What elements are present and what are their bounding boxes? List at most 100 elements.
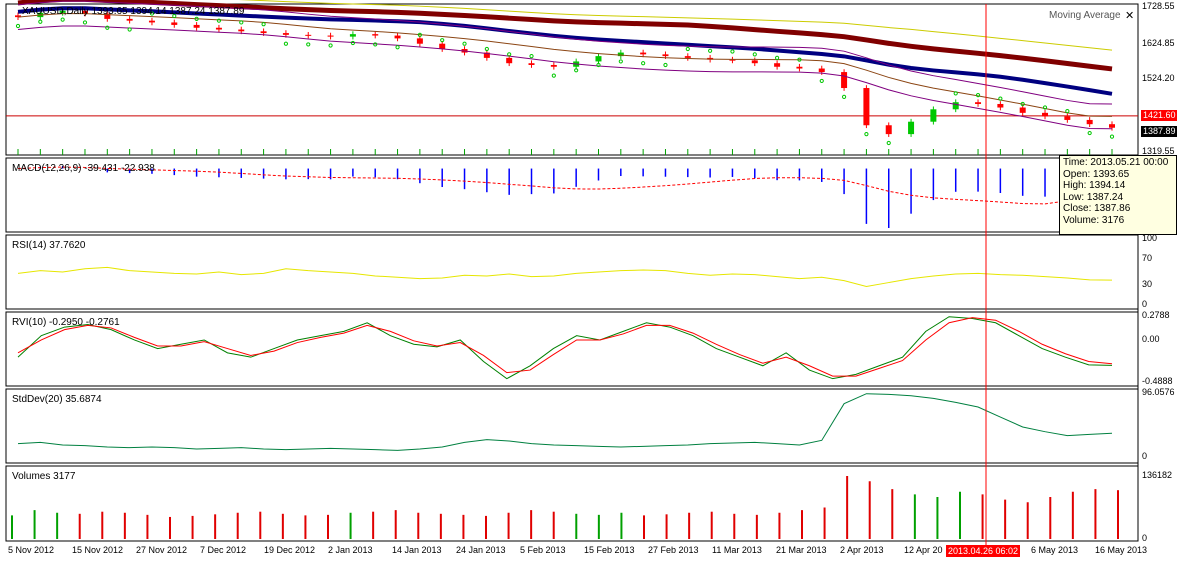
candle-body bbox=[930, 109, 937, 122]
sar-dot bbox=[283, 41, 289, 46]
date-axis-label: 24 Jan 2013 bbox=[456, 545, 506, 555]
macd-title: MACD(12,26,9) -39.431 -22.938 bbox=[12, 163, 155, 174]
stddev-axis-label: 96.0576 bbox=[1142, 387, 1175, 397]
stddev-title: StdDev(20) 35.6874 bbox=[12, 394, 102, 405]
candle-body bbox=[617, 52, 624, 57]
pane-border-0 bbox=[5, 3, 1139, 156]
sar-dot bbox=[15, 23, 21, 29]
date-axis-label: 11 Mar 2013 bbox=[712, 545, 762, 555]
indicator-label: Moving Average bbox=[1049, 10, 1121, 21]
date-axis-label: 2 Jan 2013 bbox=[328, 545, 373, 555]
price-axis-label: 1524.20 bbox=[1142, 73, 1175, 84]
candle-body bbox=[483, 52, 490, 58]
date-axis-label: 19 Dec 2012 bbox=[264, 545, 316, 555]
sar-dot bbox=[373, 42, 378, 47]
candle-body bbox=[662, 54, 669, 57]
tooltip-close: Close: 1387.86 bbox=[1063, 203, 1131, 214]
rsi-axis-label: 70 bbox=[1142, 252, 1153, 263]
candle-body bbox=[171, 22, 178, 25]
candle-body bbox=[818, 68, 825, 73]
date-axis-label: 21 Mar 2013 bbox=[776, 545, 827, 555]
candle-body bbox=[1109, 124, 1115, 128]
sar-dot bbox=[149, 11, 155, 16]
sar-dot bbox=[60, 17, 65, 22]
rsi-title: RSI(14) 37.7620 bbox=[12, 240, 86, 251]
price-axis-label: 1728.55 bbox=[1142, 1, 1175, 11]
sar-dot bbox=[350, 40, 355, 46]
candle-body bbox=[1019, 107, 1026, 113]
date-axis-label: 15 Nov 2012 bbox=[72, 545, 124, 555]
rvi-title: RVI(10) -0.2950 -0.2761 bbox=[12, 317, 120, 328]
candle-body bbox=[796, 66, 803, 69]
candle-body bbox=[305, 34, 312, 36]
candle-body bbox=[193, 24, 200, 28]
pane-border-4 bbox=[5, 388, 1139, 464]
sar-dot bbox=[127, 27, 132, 32]
sar-dot bbox=[685, 46, 690, 52]
sar-dot bbox=[1020, 101, 1025, 107]
candle-body bbox=[104, 13, 111, 19]
pane-border-1 bbox=[5, 157, 1139, 233]
tooltip-time: Time: 2013.05.21 00:00 bbox=[1063, 157, 1169, 168]
rvi-axis-label: 0.00 bbox=[1142, 333, 1160, 344]
sar-dot bbox=[618, 59, 623, 64]
candle-body bbox=[238, 29, 245, 32]
sar-dot bbox=[641, 61, 646, 66]
sar-dot bbox=[194, 16, 199, 21]
macd-signal-line bbox=[17, 166, 1113, 205]
tooltip-open: Open: 1393.65 bbox=[1063, 168, 1130, 180]
pane-border-2 bbox=[5, 234, 1139, 310]
candle-body bbox=[59, 10, 66, 13]
date-axis-label: 16 May 2013 bbox=[1095, 545, 1148, 555]
sar-dot bbox=[775, 55, 780, 60]
sar-dot bbox=[306, 42, 311, 47]
tooltip-volume: Volume: 3176 bbox=[1063, 214, 1125, 226]
date-axis-label: 27 Nov 2012 bbox=[136, 545, 188, 555]
stddev-line bbox=[17, 393, 1113, 451]
close-icon[interactable]: ✕ bbox=[1125, 10, 1135, 22]
rsi-axis-label: 0 bbox=[1142, 299, 1148, 309]
date-axis-label: 15 Feb 2013 bbox=[584, 545, 635, 555]
candle-body bbox=[997, 103, 1004, 108]
pane-border-3 bbox=[5, 311, 1139, 387]
candle-body bbox=[506, 57, 513, 64]
sar-dot bbox=[395, 45, 400, 50]
sar-dot bbox=[797, 57, 802, 62]
candle-body bbox=[349, 34, 356, 37]
candle-body bbox=[841, 72, 848, 89]
sar-dot bbox=[730, 49, 735, 54]
candle-body bbox=[15, 15, 21, 18]
date-axis-label: 27 Feb 2013 bbox=[648, 545, 699, 555]
ma-slow-line bbox=[17, 0, 1113, 72]
sar-dot bbox=[38, 19, 43, 24]
candle-body bbox=[327, 35, 334, 37]
sar-dot bbox=[462, 41, 467, 46]
candle-body bbox=[952, 102, 959, 110]
ma-long-line bbox=[238, 0, 1113, 51]
cursor-date-label: 2013.04.26 06:02 bbox=[946, 545, 1021, 557]
candle-body bbox=[148, 20, 155, 23]
date-axis-label: 12 Apr 20 bbox=[904, 545, 943, 555]
sar-dot bbox=[484, 46, 489, 52]
candle-body bbox=[863, 88, 870, 126]
candle-body bbox=[215, 27, 222, 30]
band-lower-line bbox=[17, 25, 1113, 130]
candle-body bbox=[975, 102, 982, 104]
candle-body bbox=[394, 35, 401, 39]
candle-body bbox=[908, 121, 915, 135]
price-axis-label: 1624.85 bbox=[1142, 37, 1175, 48]
sar-dot bbox=[328, 43, 333, 48]
candle-body bbox=[260, 31, 267, 34]
sar-dot bbox=[261, 22, 266, 27]
sar-dot bbox=[440, 38, 445, 43]
candle-body bbox=[640, 52, 647, 55]
candle-body bbox=[774, 63, 781, 67]
date-axis-label: 2 Apr 2013 bbox=[840, 545, 884, 555]
sar-dot bbox=[82, 20, 88, 25]
sar-dot bbox=[1065, 108, 1070, 114]
sar-dot bbox=[239, 20, 244, 25]
sar-dot bbox=[574, 68, 579, 73]
candle-body bbox=[528, 63, 535, 65]
